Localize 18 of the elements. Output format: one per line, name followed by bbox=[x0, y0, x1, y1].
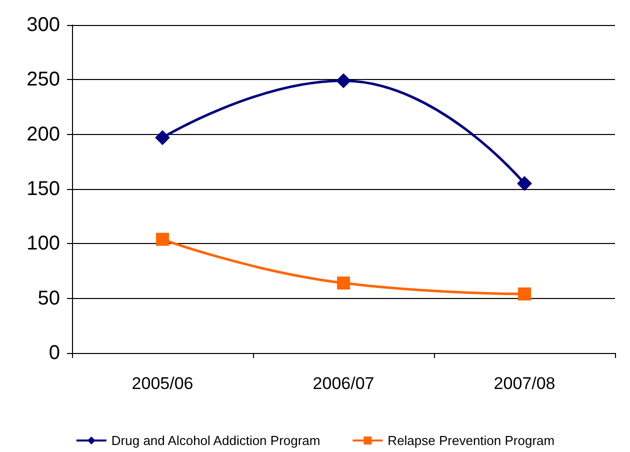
y-tick-label: 150 bbox=[26, 178, 60, 200]
legend-label: Relapse Prevention Program bbox=[388, 433, 555, 448]
point bbox=[336, 73, 351, 88]
point bbox=[156, 232, 169, 246]
point bbox=[518, 287, 531, 300]
y-tick-label: 250 bbox=[26, 68, 60, 91]
y-tick-label: 200 bbox=[26, 123, 60, 146]
legend-label: Drug and Alcohol Addiction Program bbox=[111, 433, 320, 448]
x-tick-label: 2007/08 bbox=[494, 374, 556, 393]
y-tick-label: 300 bbox=[26, 14, 60, 36]
point bbox=[337, 276, 350, 290]
y-tick-label: 50 bbox=[38, 287, 60, 310]
point bbox=[517, 176, 532, 192]
point bbox=[155, 130, 170, 146]
y-tick-label: 100 bbox=[26, 232, 60, 255]
x-tick-label: 2006/07 bbox=[312, 374, 374, 393]
y-tick-label: 0 bbox=[48, 342, 60, 364]
x-tick-label: 2005/06 bbox=[132, 374, 194, 393]
